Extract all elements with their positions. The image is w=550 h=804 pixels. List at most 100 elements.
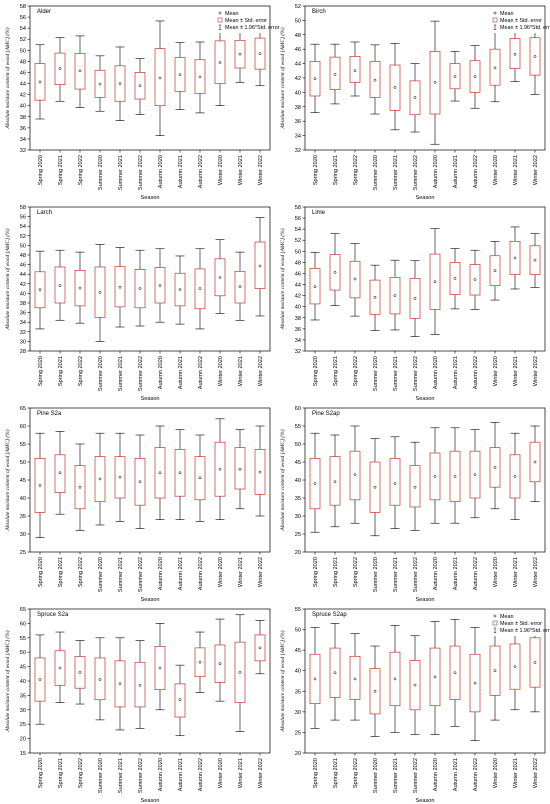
box-autumn-2021	[449, 618, 461, 727]
mean-point	[118, 682, 122, 686]
box-autumn-2020	[154, 20, 166, 136]
x-tick-label: Autumn 2021	[178, 356, 184, 389]
x-tick-label: Winter 2021	[513, 557, 519, 587]
x-tick-label: Autumn 2022	[198, 758, 204, 791]
y-tick-label: 46	[20, 263, 26, 269]
x-axis-label: Season	[416, 396, 435, 402]
mean-point	[473, 681, 477, 685]
y-tick-label: 40	[20, 496, 26, 502]
mean-point	[353, 677, 357, 681]
y-tick-label: 40	[295, 305, 301, 311]
chart-title: Pine S2ap	[312, 411, 340, 417]
box-autumn-2022	[194, 248, 206, 330]
mean-point	[158, 471, 162, 475]
chart-panel-larch: Larch 28 30 32 34 36 38 40 42 44 46 48 50 52 54 56 58 Abs…	[0, 201, 275, 402]
x-tick-label: Winter 2022	[258, 155, 264, 185]
mean-point	[333, 480, 337, 484]
y-axis-label: Absolute moisture content of wood [AMC] …	[279, 630, 286, 732]
y-tick-label: 45	[295, 648, 301, 654]
y-tick-label: 46	[20, 70, 26, 76]
y-tick-label: 25	[295, 532, 301, 538]
x-tick-label: Spring 2020	[313, 557, 319, 587]
legend-background	[490, 611, 544, 636]
mean-point	[453, 475, 457, 478]
x-tick-label: Summer 2020	[373, 758, 379, 793]
legend-se-label: Mean ± Std. error	[500, 18, 542, 24]
mean-point	[533, 55, 537, 58]
box-summer-2020	[94, 637, 106, 721]
legend-ci-label: Mean ± 1.96*Std. error	[225, 25, 280, 31]
y-tick-label: 38	[20, 301, 26, 307]
y-axis-label: Absolute moisture content of wood [AMC] …	[4, 429, 11, 531]
box-spring-2022	[74, 443, 86, 531]
legend-mean-icon	[493, 614, 497, 618]
box-winter-2022	[529, 425, 541, 502]
mean-point	[413, 485, 417, 489]
mean-point	[373, 78, 377, 82]
legend-se-icon	[492, 620, 498, 626]
box-winter-2021	[509, 226, 521, 290]
x-tick-label: Autumn 2022	[198, 356, 204, 389]
box-spring-2021	[329, 623, 341, 721]
x-tick-label: Spring 2020	[313, 155, 319, 185]
y-tick-label: 48	[295, 260, 301, 266]
mean-point	[493, 269, 497, 273]
x-tick-label: Spring 2021	[58, 356, 64, 386]
x-tick-label: Summer 2022	[413, 758, 419, 793]
y-tick-label: 44	[20, 272, 26, 278]
x-tick-label: Winter 2021	[513, 758, 519, 788]
x-tick-label: Winter 2020	[493, 356, 499, 386]
box-autumn-2022	[469, 429, 481, 519]
mean-point	[198, 75, 202, 79]
x-tick-label: Spring 2021	[333, 356, 339, 386]
y-tick-label: 30	[20, 532, 26, 538]
x-tick-label: Winter 2020	[493, 758, 499, 788]
x-tick-label: Winter 2020	[218, 356, 224, 386]
y-tick-label: 36	[20, 311, 26, 317]
mean-point	[118, 82, 122, 85]
legend-se-icon	[492, 17, 498, 23]
mean-point	[98, 477, 102, 481]
x-tick-label: Autumn 2022	[473, 356, 479, 389]
mean-point	[433, 475, 437, 478]
chart-title: Larch	[37, 210, 52, 216]
legend-se-icon	[217, 17, 223, 23]
mean-point	[118, 475, 122, 479]
x-tick-label: Autumn 2020	[433, 356, 439, 389]
x-tick-label: Summer 2022	[413, 356, 419, 391]
box-autumn-2022	[194, 41, 206, 114]
x-tick-label: Winter 2020	[493, 155, 499, 185]
box-spring-2020	[309, 627, 321, 729]
box-autumn-2021	[174, 429, 186, 520]
box-autumn-2020	[429, 20, 441, 145]
box-summer-2020	[94, 244, 106, 342]
y-tick-label: 40	[295, 478, 301, 484]
boxplot-svg-larch: Larch 28 30 32 34 36 38 40 42 44 46 48 50 52 54 56 58 Abs…	[4, 205, 271, 402]
mean-point	[158, 666, 162, 670]
chart-title: Birch	[312, 9, 326, 15]
x-tick-label: Spring 2020	[38, 356, 44, 386]
y-tick-label: 40	[295, 669, 301, 675]
x-tick-label: Summer 2020	[98, 356, 104, 391]
legend-mean-label: Mean	[500, 11, 514, 17]
box-winter-2021	[234, 614, 246, 732]
chart-title: Spruce S2ap	[312, 612, 347, 618]
box-spring-2022	[349, 41, 361, 97]
chart-title: Pine S2a	[37, 411, 62, 417]
y-tick-label: 60	[20, 424, 26, 430]
mean-point	[218, 662, 222, 666]
y-tick-label: 50	[20, 48, 26, 54]
mean-point	[58, 666, 62, 670]
box-autumn-2020	[154, 623, 166, 711]
box-autumn-2021	[174, 255, 186, 325]
mean-point	[178, 698, 182, 702]
y-tick-label: 54	[20, 224, 26, 230]
legend-background	[215, 8, 269, 33]
chart-panel-alder: Alder 32 34 36 38 40 42 44 46 48 50 52 54 56 58 Absolut…	[0, 0, 280, 201]
mean-point	[198, 287, 202, 290]
y-tick-label: 36	[295, 119, 301, 125]
y-tick-label: 20	[295, 751, 301, 757]
x-tick-label: Winter 2022	[533, 155, 539, 185]
legend-mean-icon	[218, 11, 222, 15]
